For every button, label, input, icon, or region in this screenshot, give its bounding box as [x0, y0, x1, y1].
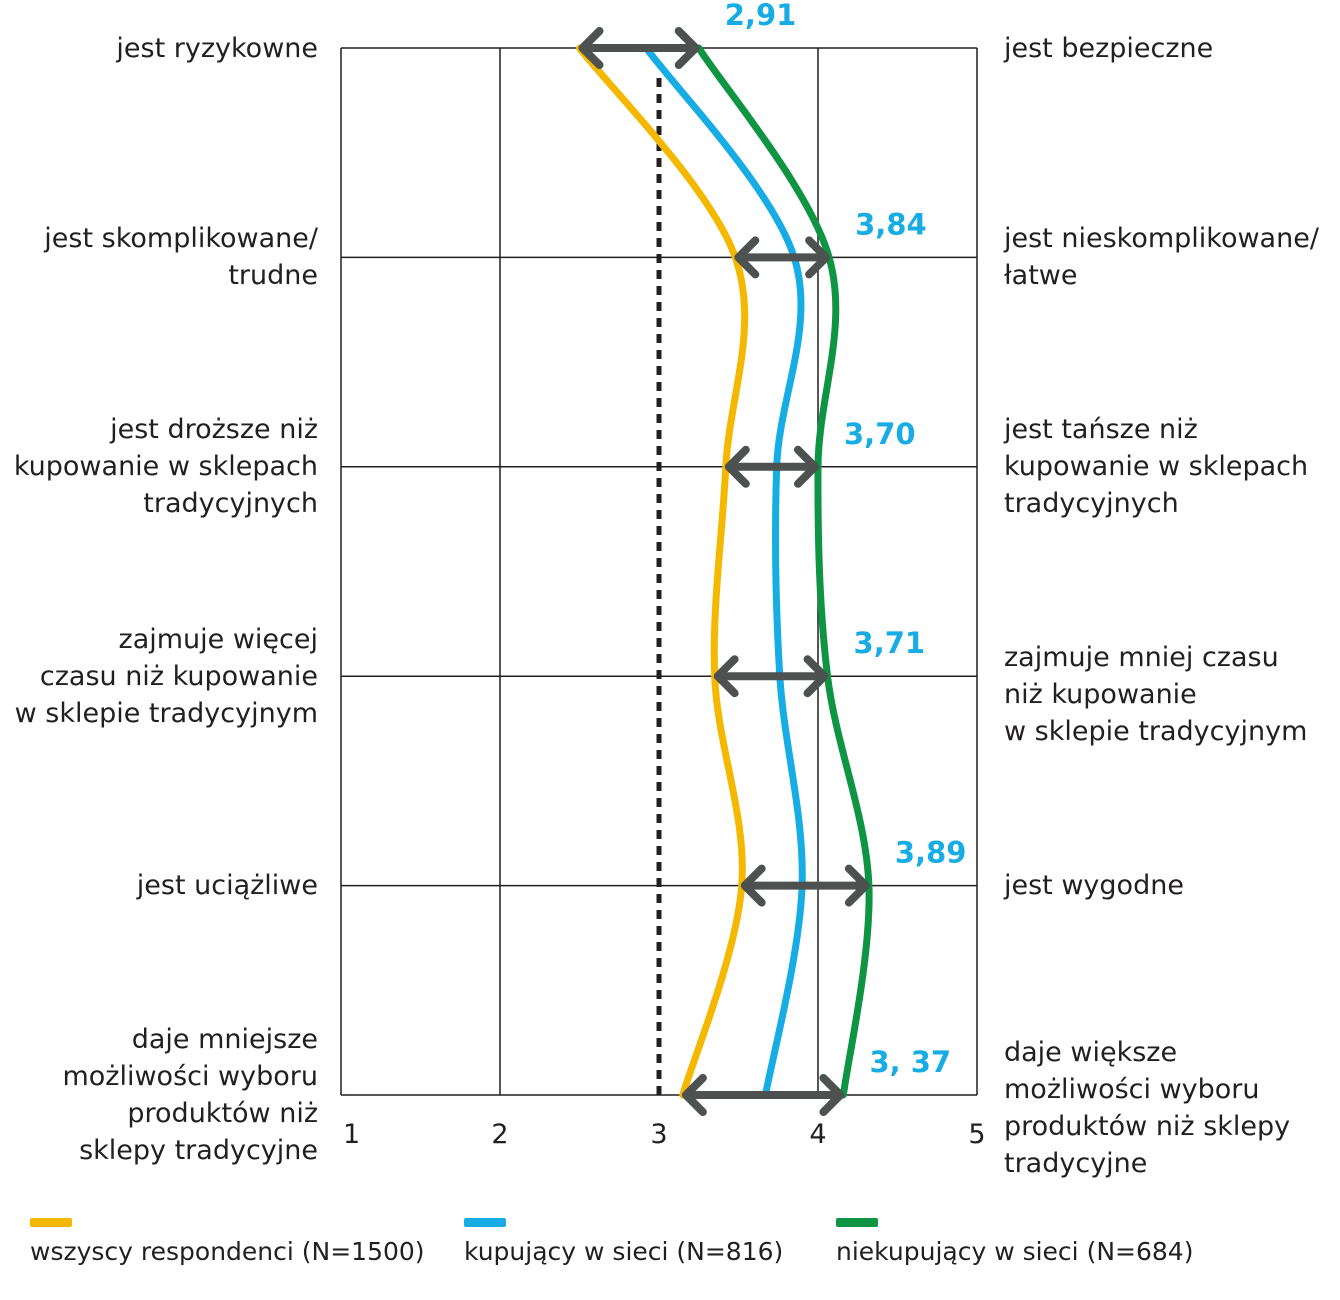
gap-value-label-3: 3,70 — [844, 417, 916, 451]
label-line: jest skomplikowane/ — [44, 223, 318, 254]
label-line: jest bezpieczne — [1004, 33, 1214, 64]
label-line: tradycyjnych — [1004, 488, 1179, 519]
gap-arrow-head-left-2 — [734, 236, 760, 279]
gap-arrow-head-left-5 — [740, 864, 766, 907]
gap-arrow-head-left-1 — [578, 27, 604, 69]
label-line: jest wygodne — [1004, 870, 1184, 901]
label-line: zajmuje więcej — [118, 624, 318, 655]
label-line: jest tańsze niż — [1004, 414, 1198, 445]
x-tick-label-1: 1 — [343, 1119, 360, 1150]
label-line: trudne — [228, 260, 318, 291]
row-6-left-label: daje mniejsze możliwości wyboru produktów … — [62, 1021, 318, 1169]
label-line: daje większe — [1004, 1037, 1178, 1068]
row-5-left-label: jest uciążliwe — [137, 867, 318, 904]
gap-arrow-head-left-4 — [713, 655, 739, 698]
label-line: możliwości wyboru — [62, 1061, 318, 1092]
label-line: czasu niż kupowanie — [39, 661, 318, 692]
label-line: jest ryzykowne — [116, 33, 318, 64]
x-tick-label-5: 5 — [968, 1119, 985, 1150]
gap-arrow-head-right-2 — [805, 236, 831, 279]
label-line: produktów niż — [127, 1098, 318, 1129]
legend-label-buyers: kupujący w sieci (N=816) — [464, 1237, 784, 1266]
gap-value-label-2: 3,84 — [855, 207, 927, 241]
legend-label-all: wszyscy respondenci (N=1500) — [30, 1237, 425, 1266]
label-line: kupowanie w sklepach — [13, 451, 318, 482]
gap-arrow-head-right-6 — [819, 1074, 845, 1116]
label-line: możliwości wyboru — [1004, 1074, 1260, 1105]
gap-arrow-head-right-5 — [844, 864, 870, 907]
label-line: łatwe — [1004, 260, 1078, 291]
row-6-right-label: daje większe możliwości wyboru produktów n… — [1004, 1034, 1290, 1182]
row-4-left-label: zajmuje więcej czasu niż kupowanie w sklep… — [15, 621, 318, 732]
label-line: sklepy tradycyjne — [79, 1135, 318, 1166]
label-line: produktów niż sklepy — [1004, 1111, 1291, 1142]
label-line: w sklepie tradycyjnym — [14, 698, 318, 729]
row-1-left-label: jest ryzykowne — [116, 30, 318, 67]
label-line: tradycyjnych — [143, 488, 318, 519]
label-line: jest nieskomplikowane/ — [1004, 223, 1319, 254]
legend-item-nonbuyers: niekupujący w sieci (N=684) — [836, 1218, 1193, 1266]
label-line: w sklepie tradycyjnym — [1004, 716, 1308, 747]
legend-swatch-buyers — [464, 1218, 506, 1227]
row-2-right-label: jest nieskomplikowane/łatwe — [1004, 220, 1319, 294]
gap-arrow-head-right-3 — [794, 445, 819, 488]
label-line: zajmuje mniej czasu — [1004, 642, 1279, 673]
series-non-buyers-line — [695, 44, 873, 1099]
gap-value-label-4: 3,71 — [854, 626, 926, 660]
gap-arrow-head-left-3 — [724, 445, 750, 488]
gap-arrow-head-left-6 — [681, 1074, 707, 1116]
legend-item-all: wszyscy respondenci (N=1500) — [30, 1218, 425, 1266]
row-2-left-label: jest skomplikowane/trudne — [44, 220, 318, 294]
label-line: jest droższe niż — [110, 414, 318, 445]
label-line: niż kupowanie — [1004, 679, 1197, 710]
label-line: daje mniejsze — [131, 1024, 318, 1055]
legend-swatch-nonbuyers — [836, 1218, 878, 1227]
label-line: jest uciążliwe — [136, 870, 318, 901]
row-3-left-label: jest droższe niż kupowanie w sklepach trad… — [14, 411, 318, 522]
x-tick-label-4: 4 — [809, 1119, 826, 1150]
row-1-right-label: jest bezpieczne — [1004, 30, 1213, 67]
x-tick-label-3: 3 — [650, 1119, 667, 1150]
row-4-right-label: zajmuje mniej czasu niż kupowanie w sklepi… — [1004, 639, 1307, 750]
gap-value-label-1: 2,91 — [725, 0, 797, 32]
series-online-buyers-line — [642, 44, 806, 1099]
x-tick-label-2: 2 — [491, 1119, 508, 1150]
gap-value-label-5: 3,89 — [895, 836, 967, 870]
legend-swatch-all — [30, 1218, 72, 1227]
gap-value-label-6: 3, 37 — [869, 1045, 951, 1079]
gap-arrow-head-right-4 — [803, 655, 829, 698]
series-all-respondents-line — [576, 44, 749, 1099]
gap-arrow-head-right-1 — [674, 27, 700, 69]
row-5-right-label: jest wygodne — [1004, 867, 1184, 904]
label-line: tradycyjne — [1004, 1148, 1148, 1179]
row-3-right-label: jest tańsze niż kupowanie w sklepach trady… — [1004, 411, 1308, 522]
legend-label-nonbuyers: niekupujący w sieci (N=684) — [836, 1237, 1194, 1266]
label-line: kupowanie w sklepach — [1004, 451, 1309, 482]
legend-item-buyers: kupujący w sieci (N=816) — [464, 1218, 783, 1266]
